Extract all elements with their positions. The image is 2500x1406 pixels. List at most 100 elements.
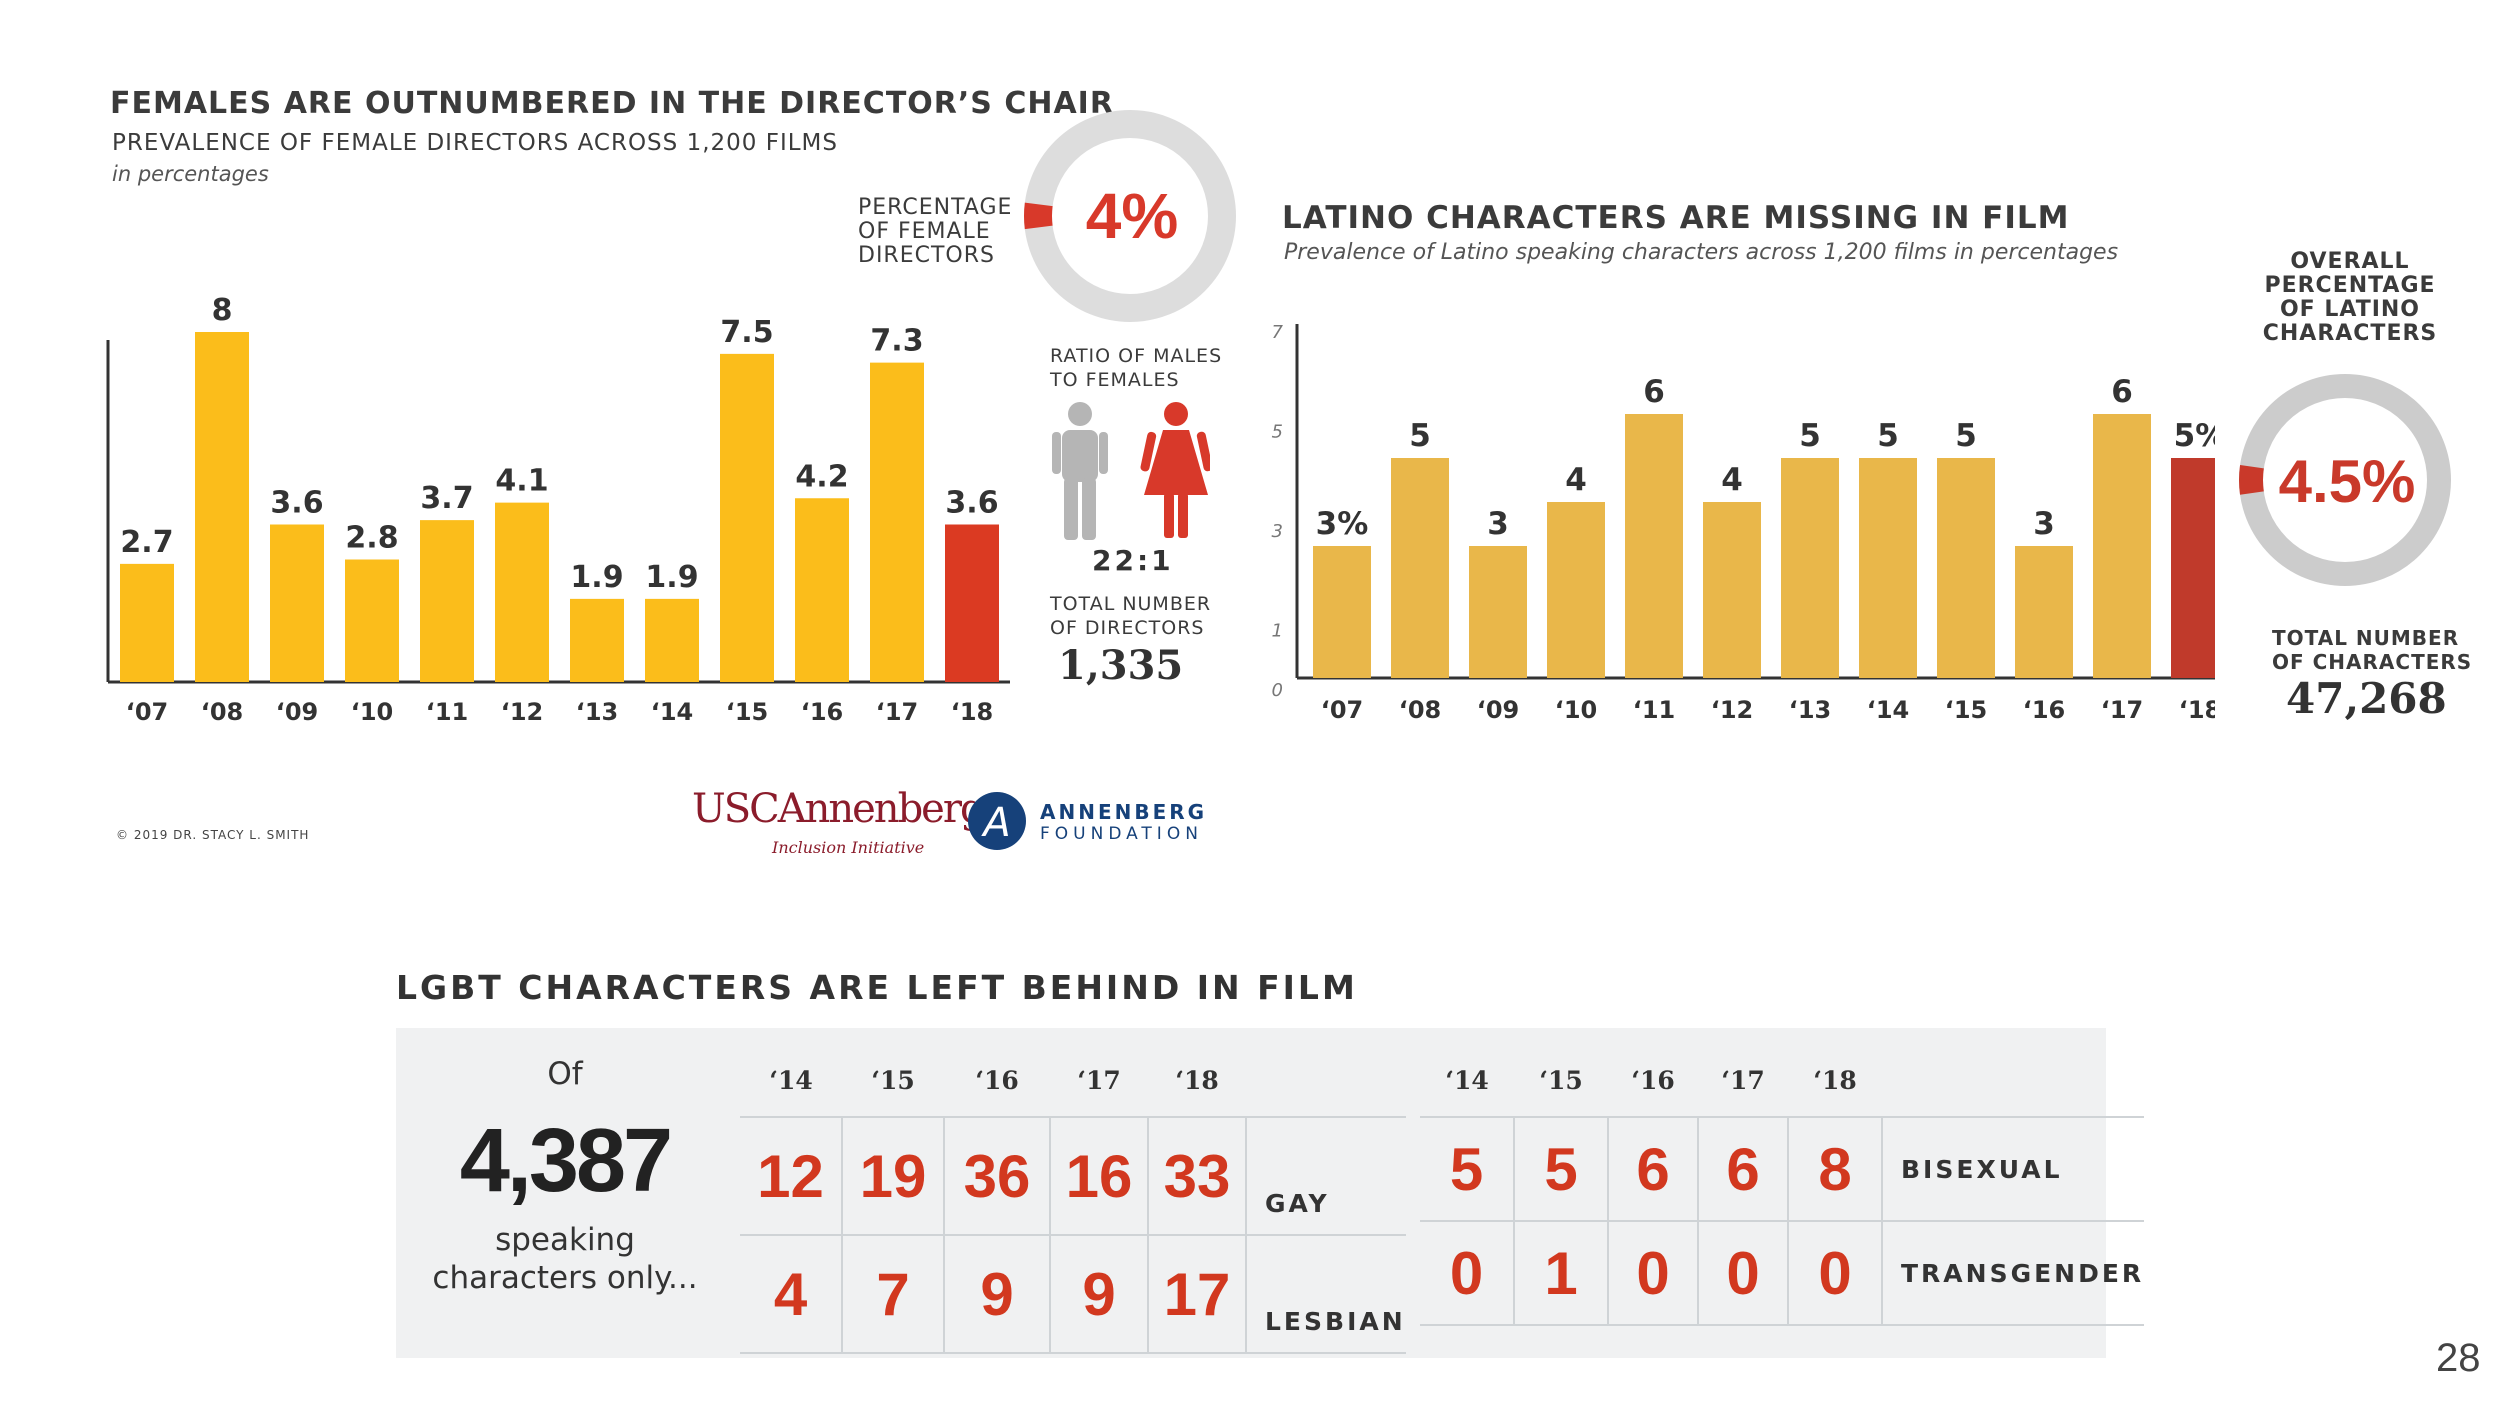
lesbian-count: 4: [740, 1235, 843, 1354]
x-tick-label: ‘11: [1633, 696, 1676, 724]
y-tick-label: 0: [1272, 680, 1283, 701]
transgender-count: 1: [1514, 1221, 1609, 1326]
foundation-mark: A: [980, 800, 1010, 846]
latino-bar-chart: 0 1 3 5 7 3% ‘07 5 ‘08 3 ‘09 4 ‘10 6 ‘11 4 ‘12 5 ‘13 5 ‘14 5 ‘…: [1272, 322, 2215, 724]
bar: [2015, 546, 2073, 678]
copyright-text: © 2019 DR. STACY L. SMITH: [116, 828, 310, 842]
bar: [1781, 458, 1839, 678]
usc-annenberg-logo: USCAnnenberg: [692, 786, 986, 832]
bar: [1625, 414, 1683, 678]
transgender-count: 0: [1608, 1221, 1699, 1326]
latino-pct-value: 4.5%: [2279, 448, 2416, 515]
transgender-count: 0: [1698, 1221, 1789, 1326]
y-tick-label: 5: [1272, 421, 1283, 442]
bar: [1547, 502, 1605, 678]
year-header: ‘16: [1608, 1044, 1698, 1118]
total-directors-caption: TOTAL NUMBER OF DIRECTORS: [1050, 593, 1212, 639]
x-tick-label: ‘15: [1945, 696, 1988, 724]
x-tick-label: ‘13: [1789, 696, 1832, 724]
bar: [1703, 502, 1761, 678]
x-tick-label: ‘16: [801, 698, 844, 726]
bar: [1391, 458, 1449, 678]
data-label: 4.1: [495, 464, 548, 499]
gay-row: 12 19 36 16 33 GAY: [740, 1117, 1406, 1236]
lgbt-of-text: Of: [547, 1056, 583, 1092]
bar: [1469, 546, 1527, 678]
x-tick-label: ‘09: [276, 698, 319, 726]
data-label: 6: [1643, 374, 1665, 410]
female-pct-value: 4%: [1086, 180, 1179, 252]
x-tick-label: ‘16: [2023, 696, 2066, 724]
bar: [1859, 458, 1917, 678]
lgbt-speaking-line1: speaking: [495, 1222, 635, 1258]
lgbt-title: LGBT CHARACTERS ARE LEFT BEHIND IN FILM: [396, 968, 1358, 1007]
year-header: ‘18: [1788, 1044, 1882, 1118]
bar: [2093, 414, 2151, 678]
x-tick-label: ‘13: [576, 698, 619, 726]
latino-subtitle: Prevalence of Latino speaking characters…: [1284, 240, 2119, 265]
usc-inclusion-subtitle: Inclusion Initiative: [772, 838, 925, 857]
bar: [795, 498, 849, 682]
female-directors-subtitle: PREVALENCE OF FEMALE DIRECTORS ACROSS 1,…: [112, 130, 838, 156]
bar: [645, 598, 699, 682]
data-label: 2.8: [345, 521, 398, 556]
latino-pct-donut: 4.5%: [2239, 374, 2451, 586]
data-label: 3: [2033, 506, 2055, 542]
female-figure-icon: [1140, 402, 1210, 538]
lesbian-label: LESBIAN: [1246, 1235, 1406, 1354]
x-tick-label: ‘10: [351, 698, 394, 726]
year-header: ‘14: [1420, 1044, 1514, 1118]
data-label: 5: [1799, 418, 1821, 454]
y-tick-label: 7: [1272, 322, 1284, 343]
y-tick-label: 1: [1272, 620, 1283, 641]
x-tick-label: ‘18: [951, 698, 994, 726]
donut-segment: [1024, 110, 1236, 322]
year-header: ‘17: [1050, 1044, 1148, 1118]
transgender-count: 0: [1788, 1221, 1883, 1326]
x-tick-label: ‘07: [126, 698, 169, 726]
transgender-label: TRANSGENDER: [1882, 1221, 2145, 1326]
x-tick-label: ‘08: [1399, 696, 1442, 724]
bar: [120, 563, 174, 682]
bar: [495, 502, 549, 682]
x-tick-label: ‘18: [2179, 696, 2215, 724]
lesbian-count: 9: [944, 1235, 1051, 1354]
label-header: [1882, 1044, 2145, 1118]
x-tick-label: ‘07: [1321, 696, 1364, 724]
total-characters-value: 47,268: [2286, 674, 2447, 723]
female-directors-bar-chart: 2.7 ‘07 8 ‘08 3.6 ‘09 2.8 ‘10 3.7 ‘11 4.1 ‘12 1.9 ‘13…: [106, 293, 1010, 726]
bar: [1937, 458, 1995, 678]
lesbian-count: 7: [842, 1235, 945, 1354]
bisexual-count: 6: [1698, 1117, 1789, 1222]
lesbian-row: 4 7 9 9 17 LESBIAN: [740, 1235, 1406, 1354]
lgbt-total: 4,387: [459, 1111, 673, 1211]
female-pct-donut: 4%: [1024, 110, 1236, 322]
x-tick-label: ‘08: [201, 698, 244, 726]
female-pct-caption: PERCENTAGE OF FEMALE DIRECTORS: [858, 195, 1013, 268]
data-label: 3.6: [270, 486, 323, 521]
gay-count: 16: [1050, 1117, 1149, 1236]
total-directors-value: 1,335: [1058, 642, 1184, 689]
data-label: 3: [1487, 506, 1509, 542]
bisexual-label: BISEXUAL: [1882, 1117, 2145, 1222]
x-tick-label: ‘17: [2101, 696, 2144, 724]
year-header: ‘17: [1698, 1044, 1788, 1118]
label-header: [1246, 1044, 1406, 1118]
gay-lesbian-table: ‘14 ‘15 ‘16 ‘17 ‘18 12 19 36 16 33 GAY 4…: [740, 1044, 1406, 1354]
female-directors-note: in percentages: [112, 162, 269, 186]
data-label: 4.2: [795, 459, 848, 494]
transgender-count: 0: [1420, 1221, 1515, 1326]
gay-count: 19: [842, 1117, 945, 1236]
data-label: 5: [1955, 418, 1977, 454]
x-tick-label: ‘14: [651, 698, 694, 726]
lesbian-count: 17: [1148, 1235, 1247, 1354]
bar: [570, 598, 624, 682]
bar: [195, 332, 249, 682]
data-label: 8: [212, 293, 233, 328]
bar: [345, 559, 399, 682]
year-header-row: ‘14 ‘15 ‘16 ‘17 ‘18: [1420, 1044, 2145, 1118]
data-label: 4: [1565, 462, 1587, 498]
total-characters-caption: TOTAL NUMBER OF CHARACTERS: [2272, 626, 2473, 674]
x-tick-label: ‘10: [1555, 696, 1598, 724]
data-label: 3.7: [420, 481, 473, 516]
